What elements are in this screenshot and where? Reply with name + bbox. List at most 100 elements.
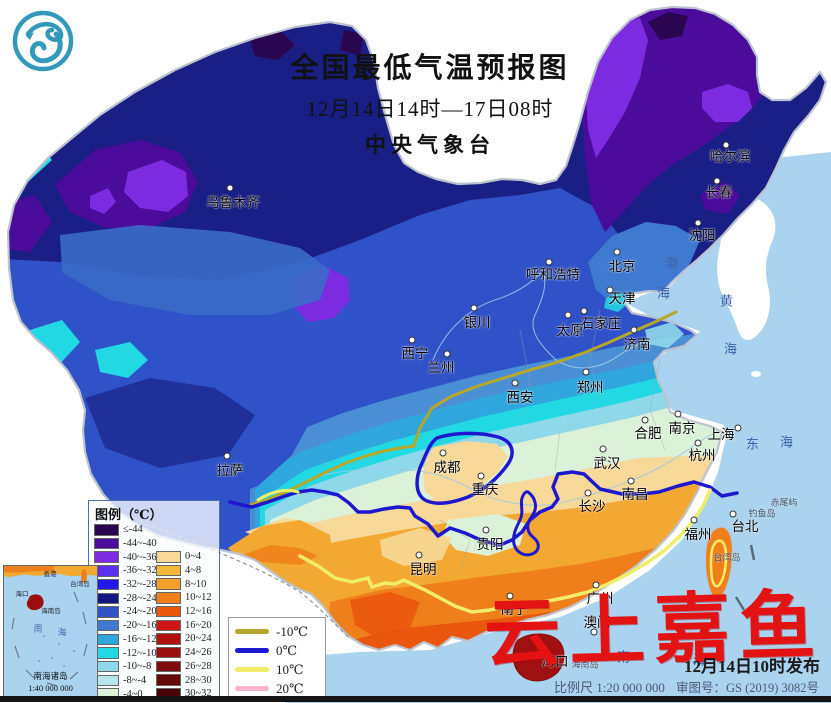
south-china-sea-inset: 南 海 香港 台湾岛 海口 海南岛 南海诸岛 1:40 000 000: [3, 565, 98, 700]
isoline-legend-row: 10℃: [229, 660, 325, 679]
legend-range-label: ≤-44: [123, 524, 143, 536]
legend-range-label: 8~10: [185, 578, 207, 590]
legend-range-label: -28~-24: [123, 592, 157, 604]
legend-range-label: -24~-20: [123, 606, 157, 618]
korea-landmass: [717, 193, 776, 341]
international-boundary: [119, 511, 349, 638]
legend-range-label: 24~26: [185, 647, 212, 659]
isotherm-10: [298, 488, 712, 614]
legend-row: -36~-32: [94, 564, 157, 578]
legend-range-label: 26~28: [185, 660, 212, 672]
legend-range-label: -4~0: [123, 688, 143, 700]
isotherm-0-small-loop: [512, 490, 540, 557]
legend-row: -24~-20: [94, 605, 157, 619]
legend-color-swatch: [156, 619, 181, 632]
isoline-legend-row: 0℃: [229, 641, 325, 660]
legend-cold-column: ≤-44 -44~-40 -40~-36 -36~-32 -32~-28 -28~-24 -…: [94, 523, 157, 701]
legend-row: -12~-10: [94, 646, 157, 660]
isoline-sample: [235, 686, 269, 691]
map-scale-text: 比例尺 1:20 000 000: [554, 680, 665, 695]
inset-place-label: 台湾岛: [70, 581, 90, 588]
publish-time: 12月14日10时发布: [684, 657, 820, 676]
legend-row: -8~-4: [94, 674, 157, 688]
legend-row: 16~20: [156, 618, 212, 632]
title-block: 全国最低气温预报图 12月14日14时—17日08时 中央气象台: [220, 46, 640, 159]
isoline-label: 20℃: [276, 680, 304, 696]
legend-range-label: 10~12: [185, 592, 212, 604]
isotherm-0-sichuan-loop: [415, 431, 514, 506]
map-valid-period: 12月14日14时—17日08时: [306, 97, 554, 121]
legend-range-label: -20~-16: [123, 620, 157, 632]
inset-place-label: 香港: [43, 571, 57, 578]
legend-row: 24~26: [156, 646, 212, 660]
legend-color-swatch: [94, 524, 119, 536]
isoline-sample: [235, 629, 269, 634]
isoline-label: 0℃: [276, 642, 298, 658]
legend-color-swatch: [156, 633, 181, 645]
hainan-island: [512, 633, 565, 682]
legend-row: -10~-8: [94, 660, 157, 674]
legend-color-swatch: [156, 646, 181, 659]
legend-color-swatch: [156, 578, 181, 590]
legend-row: 26~28: [156, 660, 212, 674]
legend-range-label: -16~-12: [123, 633, 157, 645]
isoline-legend-row: -10℃: [229, 622, 325, 641]
legend-range-label: -10~-8: [123, 661, 152, 673]
inset-sea-label: 南: [33, 623, 43, 634]
inset-island-dots: [38, 635, 75, 667]
legend-color-swatch: [156, 564, 181, 577]
isoline-sample: [235, 648, 269, 653]
inset-place-label: 海口: [15, 591, 29, 598]
legend-range-label: -8~-4: [123, 674, 147, 686]
sea-area: [285, 152, 831, 703]
legend-range-label: 30~32: [185, 688, 212, 700]
legend-row: 8~10: [156, 577, 212, 591]
map-title: 全国最低气温预报图: [290, 53, 570, 84]
legend-warm-column: 0~4 4~8 8~10 10~12 12~16 16~20 20~24 24~26 26~28…: [156, 550, 212, 701]
legend-color-swatch: [156, 674, 181, 686]
jeju-island: [751, 371, 761, 377]
temperature-legend: 图例（℃） ≤-44 -44~-40 -40~-36 -36~-32 -32~-28 -2…: [88, 500, 220, 702]
legend-row: -32~-28: [94, 578, 157, 592]
bottom-border-bar: [0, 696, 831, 702]
isoline-label: 10℃: [276, 661, 304, 677]
inset-islands-label: 南海诸岛: [33, 671, 68, 681]
isoline-sample: [235, 667, 269, 672]
legend-title: 图例（℃）: [95, 507, 163, 522]
legend-row: -28~-24: [94, 591, 157, 605]
legend-row: 28~30: [156, 673, 212, 687]
legend-row: 20~24: [156, 632, 212, 646]
legend-range-label: -44~-40: [123, 538, 157, 550]
legend-row: 12~16: [156, 605, 212, 619]
legend-color-swatch: [156, 605, 181, 618]
legend-range-label: -32~-28: [123, 579, 157, 591]
isotherm-minus10: [248, 310, 678, 507]
cma-logo-icon: [10, 8, 76, 74]
legend-color-swatch: [94, 537, 119, 550]
legend-range-label: -36~-32: [123, 565, 157, 577]
legend-row: 0~4: [156, 550, 212, 564]
approval-number: 审图号：GS (2019) 3082号: [676, 681, 820, 695]
legend-range-label: -40~-36: [123, 551, 157, 563]
legend-range-label: 28~30: [185, 674, 212, 686]
inset-sea-label: 海: [57, 627, 67, 638]
legend-row: -44~-40: [94, 537, 157, 551]
legend-range-label: 20~24: [185, 633, 212, 645]
isoline-legend-row: 20℃: [229, 679, 325, 698]
legend-row: -20~-16: [94, 619, 157, 633]
isotherm-10-tibet-segment: [256, 488, 300, 502]
isotherm-0-main: [228, 470, 739, 547]
legend-row: -16~-12: [94, 633, 157, 647]
legend-range-label: -12~-10: [123, 647, 157, 659]
boundary-dashes: [734, 544, 756, 611]
legend-range-label: 16~20: [185, 619, 212, 631]
legend-row: ≤-44: [94, 523, 157, 537]
legend-color-swatch: [94, 551, 119, 563]
legend-row: 10~12: [156, 591, 212, 605]
legend-row: 4~8: [156, 564, 212, 578]
nine-dash-line: [11, 591, 88, 687]
isoline-label: -10℃: [276, 623, 308, 639]
legend-row: -40~-36: [94, 550, 157, 564]
